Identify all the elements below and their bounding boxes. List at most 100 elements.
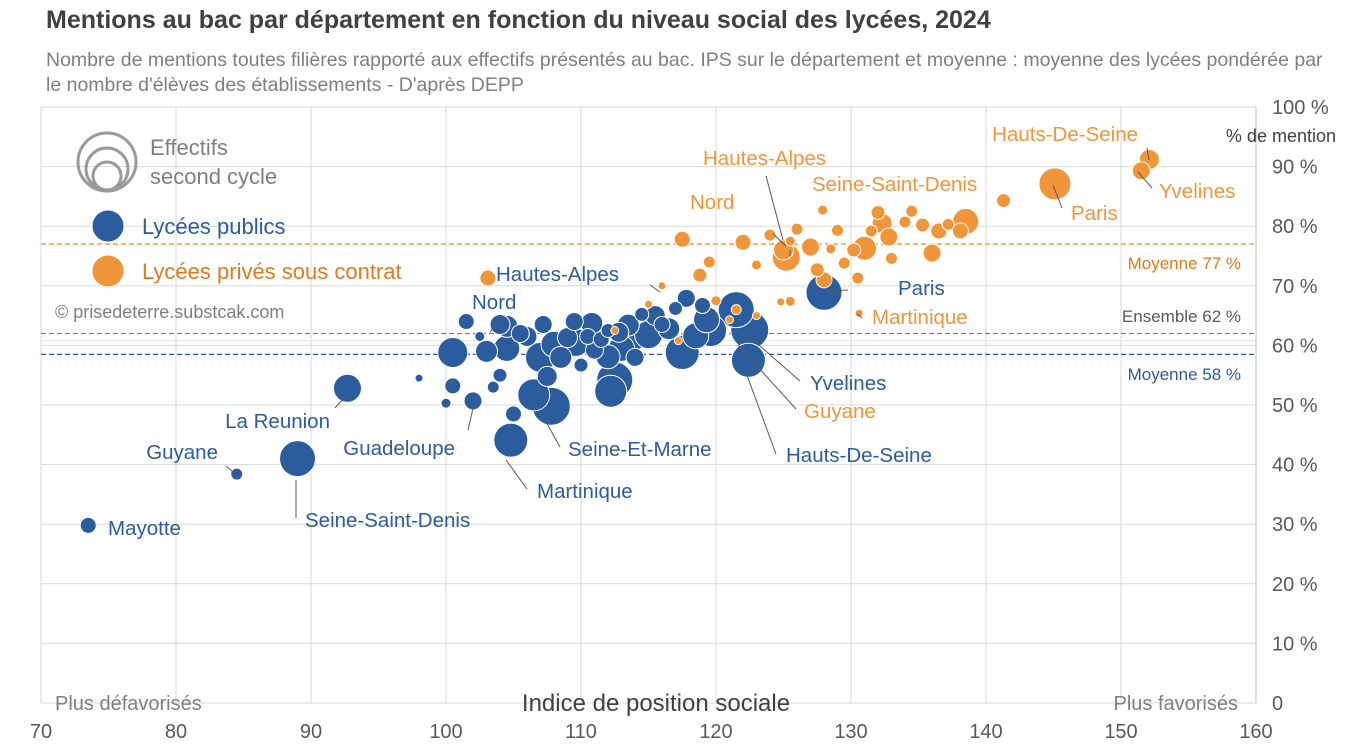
point-label-public: Hautes-Alpes — [496, 263, 619, 286]
prive-point — [673, 230, 691, 248]
prive-point — [657, 281, 667, 291]
prive-point — [784, 235, 796, 247]
point-label-prive: Nord — [690, 191, 734, 214]
leader-line — [334, 397, 345, 409]
ref-label-prive: Moyenne 77 % — [1128, 254, 1241, 273]
leader-line — [744, 332, 801, 382]
prive-point — [734, 233, 752, 251]
chart-subtitle: Nombre de mentions toutes filières rappo… — [46, 49, 1323, 96]
point-label-public: Martinique — [537, 480, 633, 503]
prive-point — [710, 295, 722, 307]
prive-point — [692, 267, 708, 283]
public-point — [79, 516, 97, 534]
x-axis-title: Indice de position sociale — [522, 690, 790, 717]
prive-point — [751, 259, 762, 271]
prive-point — [864, 224, 878, 238]
legend: Effectifs second cycle Lycées publics Ly… — [76, 131, 402, 288]
y-axis-title: % de mention — [1226, 126, 1336, 146]
point-label-public: Hauts-De-Seine — [786, 444, 932, 467]
legend-public-label: Lycées publics — [142, 214, 285, 239]
y-tick-label: 70 % — [1272, 276, 1318, 298]
public-point — [444, 377, 462, 395]
leader-line — [856, 313, 863, 319]
legend-size-label-2: second cycle — [150, 164, 277, 189]
leader-line — [544, 419, 561, 448]
public-point — [493, 422, 529, 458]
prive-point — [644, 299, 653, 309]
prive-point — [837, 256, 851, 270]
prive-point — [885, 251, 898, 265]
point-label-prive: Guyane — [804, 400, 876, 423]
public-point — [230, 467, 244, 481]
ref-label-public: Moyenne 58 % — [1128, 365, 1241, 384]
x-note-right: Plus favorisés — [1114, 693, 1239, 715]
prive-point — [610, 326, 620, 335]
leader-line — [225, 465, 235, 474]
public-point — [533, 315, 553, 335]
ref-label-ensemble: Ensemble 62 % — [1122, 307, 1241, 326]
x-tick-label: 90 — [300, 721, 322, 743]
legend-size-label-1: Effectifs — [150, 135, 228, 160]
public-point — [505, 405, 522, 423]
y-tick-label: 60 % — [1272, 335, 1318, 357]
public-point — [437, 337, 469, 369]
public-point — [474, 330, 486, 342]
point-label-prive: Paris — [1071, 202, 1118, 225]
prive-point — [702, 255, 716, 269]
prive-points — [479, 148, 1160, 346]
legend-size-circle-medium — [84, 146, 130, 192]
x-tick-label: 160 — [1239, 721, 1272, 743]
prive-point — [922, 243, 942, 263]
prive-point — [673, 336, 683, 346]
prive-point — [809, 262, 825, 278]
point-label-prive: Hautes-Alpes — [703, 147, 826, 170]
prive-point — [725, 315, 734, 325]
public-point — [486, 380, 500, 394]
public-point — [694, 296, 711, 314]
leader-line — [772, 233, 787, 247]
prive-point — [951, 222, 969, 240]
prive-point — [879, 227, 899, 247]
public-point — [414, 373, 424, 383]
point-label-public: La Reunion — [225, 410, 330, 433]
chart-title: Mentions au bac par département en fonct… — [46, 6, 991, 34]
prive-point — [763, 228, 777, 242]
credit: © prisedeterre.substcak.com — [55, 302, 284, 322]
prive-point — [790, 222, 804, 236]
public-point — [573, 357, 589, 373]
prive-point — [825, 243, 837, 255]
y-tick-label: 40 % — [1272, 455, 1318, 477]
x-tick-label: 80 — [165, 721, 187, 743]
point-label-public: Guyane — [146, 441, 218, 464]
prive-point — [1131, 161, 1151, 181]
prive-point — [817, 204, 829, 216]
point-label-prive: Hauts-De-Seine — [992, 123, 1138, 146]
point-label-public: Yvelines — [810, 372, 886, 395]
x-note-left: Plus défavorisés — [55, 693, 202, 715]
point-label-public: Seine-Et-Marne — [568, 438, 712, 461]
x-tick-label: 110 — [565, 721, 597, 743]
leader-line — [467, 403, 475, 431]
prive-point — [784, 295, 796, 307]
public-point — [549, 345, 573, 369]
prive-point — [898, 215, 912, 229]
prive-point — [941, 217, 955, 231]
public-point — [634, 306, 650, 322]
point-label-prive: Martinique — [872, 306, 968, 329]
x-tick-label: 100 — [429, 721, 462, 743]
leader-line — [825, 289, 849, 292]
public-point — [492, 367, 508, 383]
public-point — [668, 300, 683, 316]
y-tick-label: 90 % — [1272, 157, 1318, 179]
prive-point — [851, 271, 865, 285]
public-point — [730, 342, 766, 378]
public-point — [475, 339, 498, 363]
grid — [40, 106, 1257, 704]
point-label-prive: Seine-Saint-Denis — [812, 173, 977, 196]
prive-point — [905, 204, 919, 218]
leader-line — [744, 369, 777, 455]
public-point — [653, 316, 671, 334]
legend-size-circle-small — [91, 160, 123, 192]
